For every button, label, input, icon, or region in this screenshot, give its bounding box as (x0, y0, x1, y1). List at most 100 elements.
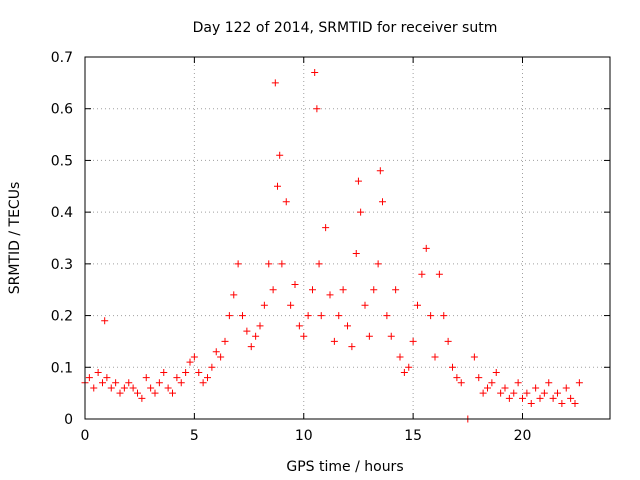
data-point (392, 286, 400, 294)
data-point (497, 389, 505, 397)
data-point (322, 224, 330, 232)
data-point (195, 368, 203, 376)
data-point (571, 399, 579, 407)
data-point (549, 394, 557, 402)
data-point (129, 384, 137, 392)
data-point (317, 312, 325, 320)
data-point (396, 353, 404, 361)
data-point (269, 286, 277, 294)
data-point (387, 332, 395, 340)
data-point (545, 379, 553, 387)
data-point (120, 384, 128, 392)
data-point (160, 368, 168, 376)
data-point (271, 79, 279, 87)
y-tick-label: 0.5 (51, 153, 73, 169)
data-point (527, 399, 535, 407)
axis-ticks: 0 0.1 0.2 0.3 0.4 0.5 0.6 0.7 0 5 10 15 20 (51, 50, 610, 444)
data-point (558, 399, 566, 407)
data-point (431, 353, 439, 361)
data-point (101, 317, 109, 325)
data-point (265, 260, 273, 268)
data-point (208, 363, 216, 371)
data-point (199, 379, 207, 387)
data-point (379, 198, 386, 206)
data-point (239, 312, 246, 320)
data-point (234, 260, 242, 268)
data-point (352, 250, 360, 258)
data-point (361, 301, 369, 309)
data-point (260, 301, 268, 309)
data-point (164, 384, 172, 392)
y-tick-label: 0.2 (51, 309, 73, 325)
data-point (523, 389, 531, 397)
y-tick-label: 0.1 (51, 360, 73, 376)
data-point (400, 368, 408, 376)
data-point (449, 363, 456, 371)
x-tick-label: 5 (190, 428, 199, 444)
data-point (287, 301, 295, 309)
data-point (177, 379, 185, 387)
data-point (575, 379, 583, 387)
data-point (344, 322, 351, 330)
x-tick-label: 20 (514, 428, 532, 444)
data-point (99, 379, 106, 387)
data-point (138, 394, 146, 402)
data-point (376, 167, 384, 175)
data-point (383, 312, 391, 320)
data-point (554, 389, 561, 397)
data-point (204, 374, 211, 382)
data-point (339, 286, 347, 294)
data-point (274, 182, 281, 190)
data-point (510, 389, 518, 397)
data-point (151, 389, 159, 397)
x-tick-label: 10 (295, 428, 313, 444)
data-point (125, 379, 133, 387)
data-point (230, 291, 238, 299)
data-point (330, 337, 338, 345)
data-point (540, 389, 548, 397)
data-point (112, 379, 120, 387)
data-point (282, 198, 290, 206)
data-point (278, 260, 286, 268)
data-point (295, 322, 303, 330)
data-point (326, 291, 334, 299)
data-point (414, 301, 421, 309)
y-tick-label: 0.3 (51, 257, 73, 273)
data-point (313, 105, 321, 113)
data-point (107, 384, 115, 392)
data-point (186, 358, 194, 366)
data-point (475, 374, 483, 382)
grid-lines (85, 57, 610, 419)
data-point (370, 286, 378, 294)
data-point (291, 281, 299, 289)
data-point (488, 379, 496, 387)
data-point (300, 332, 308, 340)
data-point (335, 312, 343, 320)
data-point (357, 208, 365, 216)
data-point (169, 389, 176, 397)
y-tick-label: 0.4 (51, 205, 73, 221)
data-point (484, 384, 491, 392)
y-tick-label: 0 (64, 412, 73, 428)
data-point (85, 374, 93, 382)
data-point (354, 177, 362, 185)
data-point (173, 374, 181, 382)
data-point (142, 374, 150, 382)
y-tick-label: 0.7 (51, 50, 73, 66)
data-point (365, 332, 373, 340)
data-point (147, 384, 155, 392)
data-point (94, 368, 102, 376)
data-point (247, 343, 255, 351)
data-point (567, 394, 575, 402)
data-point (90, 384, 98, 392)
data-point (457, 379, 465, 387)
data-point (256, 322, 264, 330)
data-point (519, 394, 526, 402)
data-point (103, 374, 111, 382)
data-point (514, 379, 522, 387)
chart-title: Day 122 of 2014, SRMTID for receiver sut… (193, 20, 498, 36)
data-point (276, 151, 284, 159)
y-axis-label: SRMTID / TECUs (7, 182, 23, 295)
